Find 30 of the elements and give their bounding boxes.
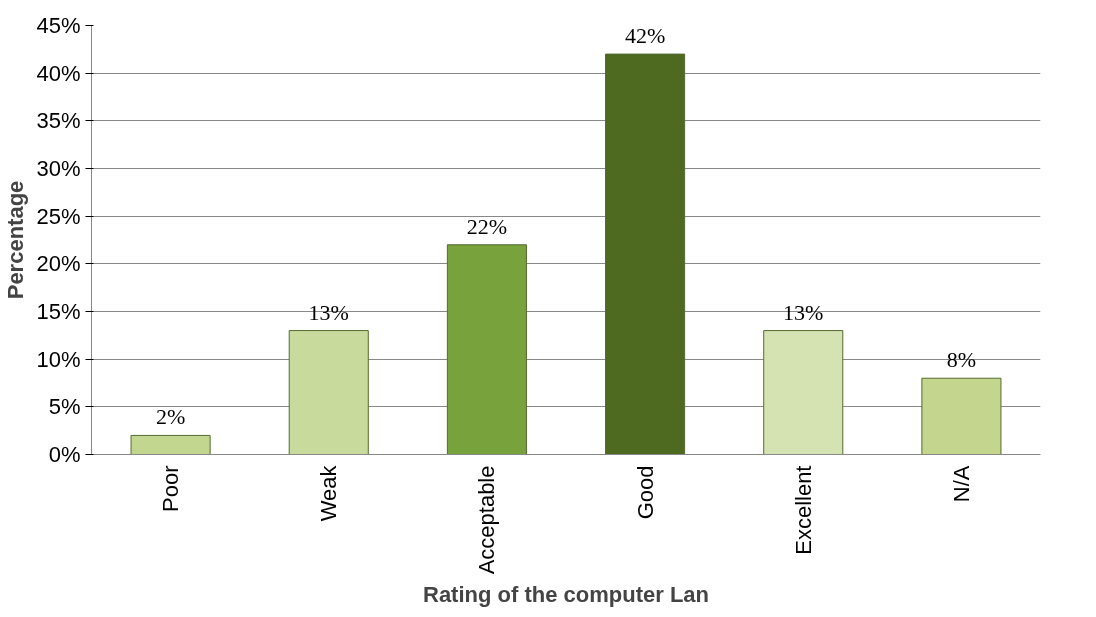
x-tick-label: Excellent xyxy=(790,465,816,555)
y-tick-label: 5% xyxy=(48,394,81,420)
data-label: 42% xyxy=(624,23,666,49)
data-label: 2% xyxy=(155,404,186,430)
data-label: 13% xyxy=(783,299,824,325)
y-tick-label: 25% xyxy=(36,203,81,229)
data-label: 22% xyxy=(466,213,508,239)
bar xyxy=(605,53,686,455)
y-tick-label: 15% xyxy=(36,299,81,324)
x-axis-title: Rating of the computer Lan xyxy=(423,582,709,608)
data-label: 8% xyxy=(946,347,977,373)
y-axis-title: Percentage xyxy=(3,180,29,300)
y-tick-label: 40% xyxy=(36,60,81,86)
bar xyxy=(130,434,211,455)
y-tick-label: 45% xyxy=(36,13,81,38)
bar xyxy=(921,377,1002,455)
y-tick-label: 10% xyxy=(36,346,81,372)
x-tick-label: Weak xyxy=(316,464,342,522)
x-tick-label: Acceptable xyxy=(474,465,500,575)
y-tick-label: 20% xyxy=(36,251,81,277)
y-tick-label: 0% xyxy=(48,442,81,467)
y-tick-label: 30% xyxy=(36,156,81,181)
bar xyxy=(446,244,527,455)
x-tick-label: Good xyxy=(632,465,658,520)
bar xyxy=(288,330,369,455)
x-tick-label: N/A xyxy=(948,465,974,503)
y-tick-label: 35% xyxy=(36,108,81,134)
data-label: 13% xyxy=(308,299,349,325)
bar xyxy=(763,330,844,455)
x-tick-label: Poor xyxy=(158,465,184,512)
